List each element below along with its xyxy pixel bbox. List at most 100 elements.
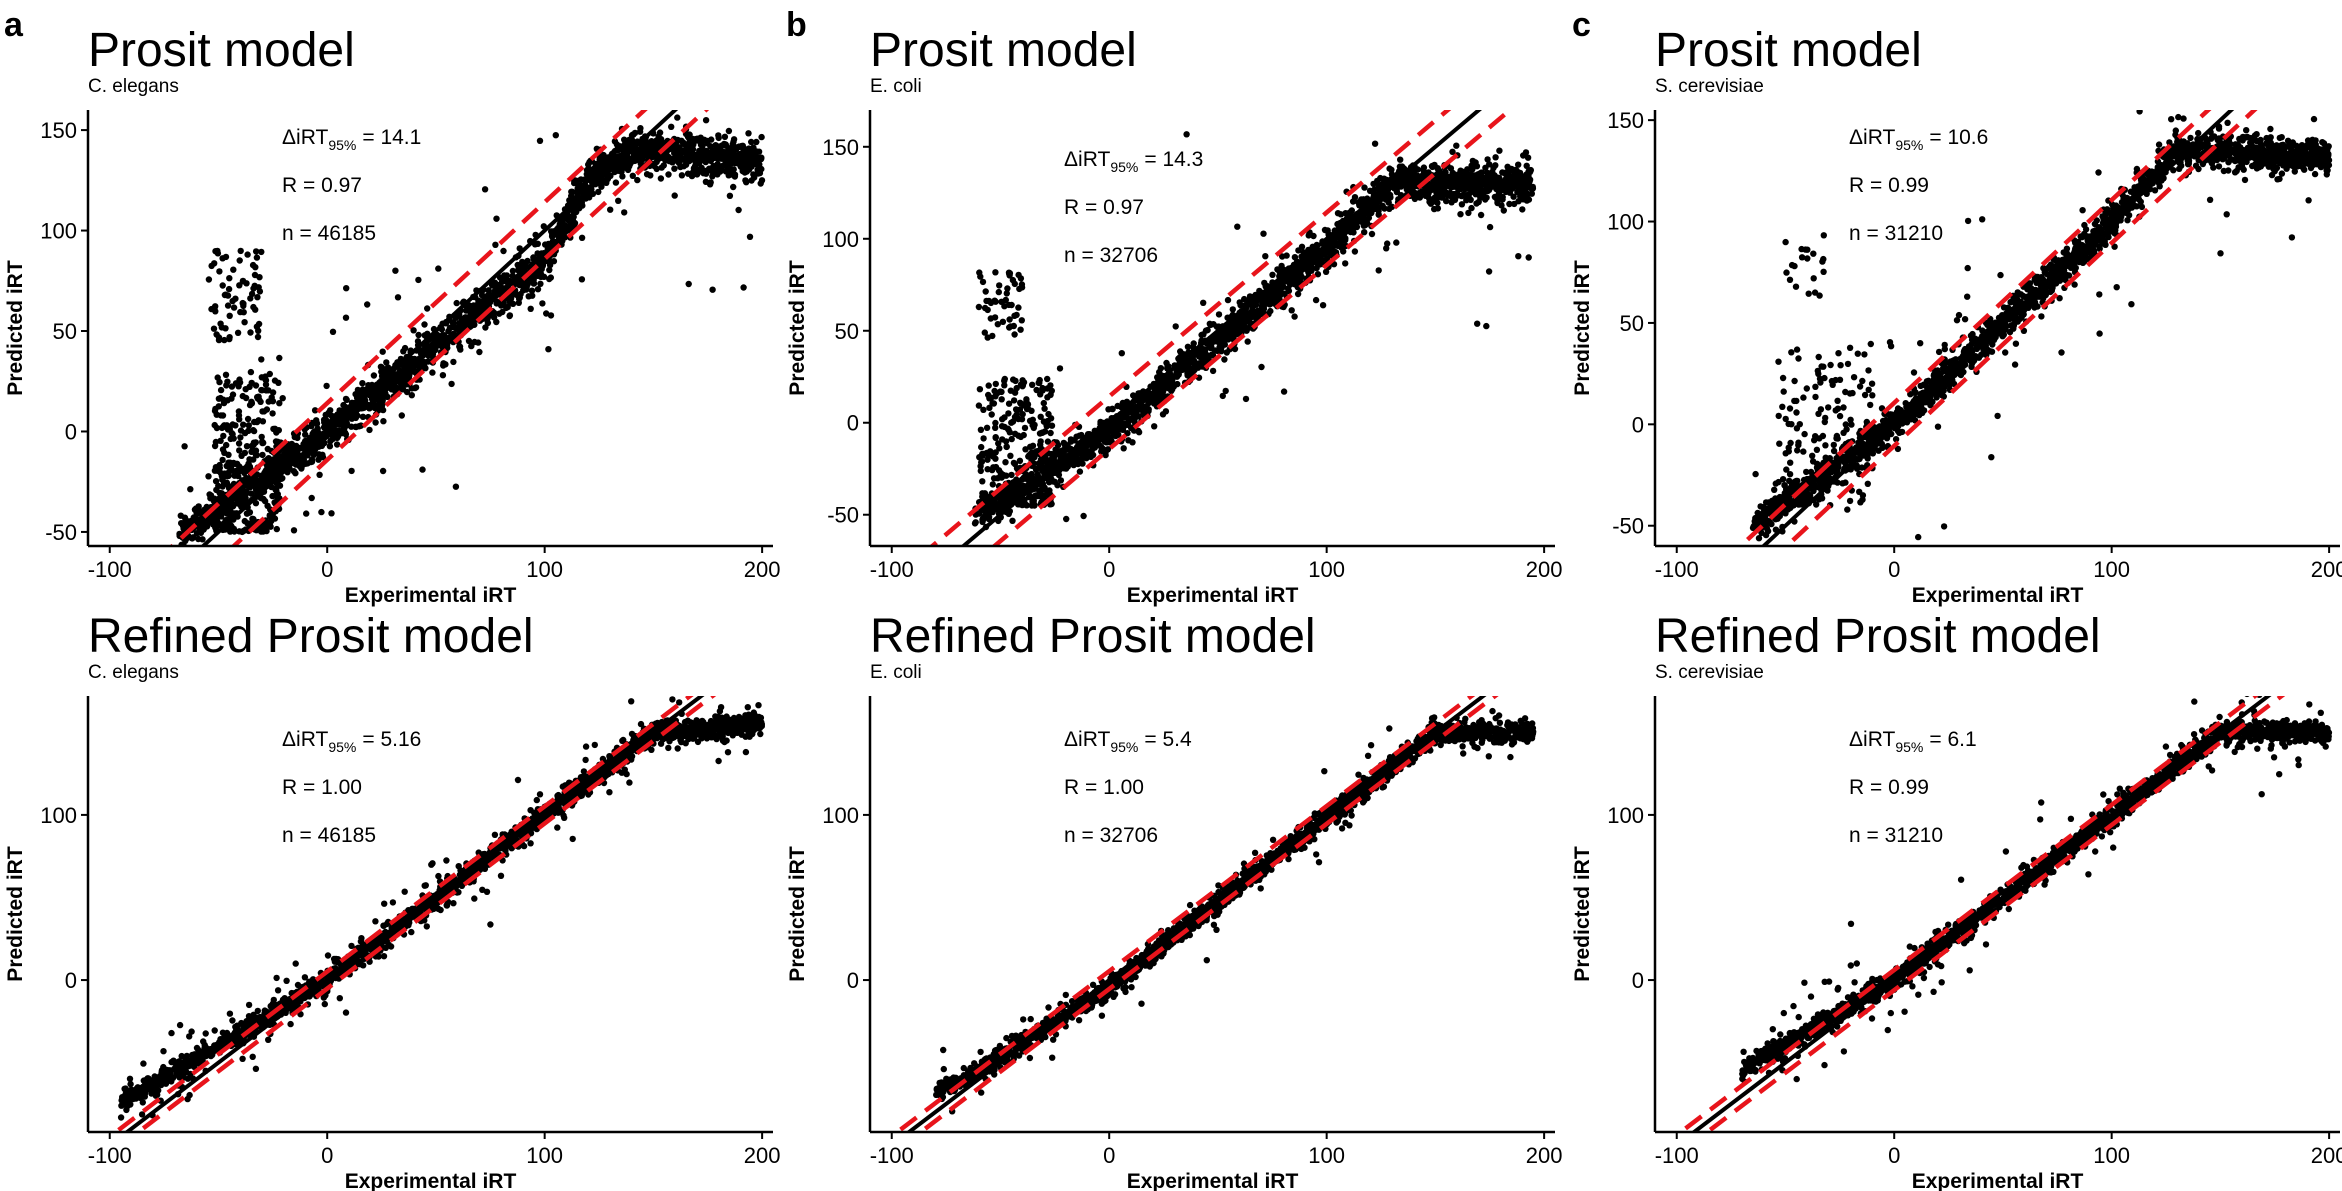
data-point: [485, 287, 492, 294]
data-point: [351, 414, 359, 421]
data-point: [1445, 174, 1452, 181]
data-point: [1047, 429, 1054, 437]
data-point: [1019, 377, 1026, 384]
data-point: [1117, 421, 1124, 428]
data-point: [1208, 343, 1215, 350]
data-point: [981, 507, 988, 514]
data-point: [1018, 317, 1025, 324]
data-point: [1456, 185, 1463, 192]
data-point: [509, 272, 516, 280]
data-point: [1498, 187, 1505, 194]
data-point: [1221, 356, 1228, 363]
data-point: [628, 136, 636, 144]
data-point: [537, 280, 544, 287]
data-point: [702, 117, 710, 124]
data-point: [269, 492, 276, 500]
data-point: [1291, 273, 1298, 280]
data-point: [1034, 471, 1041, 478]
data-point: [532, 270, 539, 277]
data-point: [1439, 174, 1447, 182]
data-point: [270, 425, 277, 433]
data-point: [238, 494, 245, 502]
data-point: [1524, 154, 1532, 161]
data-point: [731, 171, 739, 178]
data-point: [252, 500, 260, 507]
data-point: [300, 460, 308, 467]
data-point: [1080, 512, 1087, 520]
data-point: [379, 400, 386, 408]
data-point: [1168, 387, 1175, 395]
data-point: [546, 266, 553, 274]
data-point: [1040, 494, 1047, 502]
data-point: [222, 325, 229, 332]
data-point: [1448, 180, 1456, 187]
data-point: [235, 440, 243, 447]
data-point: [1472, 191, 1479, 198]
data-point: [1506, 200, 1513, 208]
data-point: [1351, 194, 1359, 201]
data-point: [715, 132, 722, 139]
data-point: [1044, 375, 1051, 383]
data-point: [1523, 162, 1530, 169]
data-point: [1502, 177, 1510, 184]
data-point: [746, 156, 753, 164]
data-point: [568, 188, 575, 195]
data-point: [1362, 209, 1369, 216]
data-point: [1327, 252, 1335, 259]
x-tick-label: 200: [744, 557, 781, 582]
data-point: [1023, 502, 1030, 509]
data-point: [738, 157, 746, 164]
data-point: [757, 156, 765, 163]
data-point: [399, 386, 407, 393]
data-point: [1514, 188, 1521, 196]
data-point: [401, 344, 409, 352]
data-point: [1496, 175, 1503, 183]
data-point: [219, 282, 226, 289]
data-point: [1515, 161, 1522, 168]
delta-irt-prefix: ΔiRT: [282, 126, 328, 149]
data-point: [688, 92, 694, 98]
data-point: [1498, 202, 1505, 209]
data-point: [690, 168, 697, 176]
data-point: [476, 348, 483, 356]
data-point: [364, 301, 371, 308]
data-point: [1427, 200, 1435, 207]
data-point: [690, 151, 697, 159]
data-point: [405, 366, 412, 374]
data-point: [1515, 173, 1523, 180]
data-point: [718, 167, 725, 174]
data-point: [988, 411, 995, 418]
x-axis-label: Experimental iRT: [345, 584, 517, 607]
data-point: [218, 490, 225, 497]
data-point: [316, 471, 323, 478]
data-point: [1231, 345, 1239, 353]
data-point: [1355, 199, 1362, 206]
data-point: [979, 493, 986, 500]
data-point: [1183, 131, 1190, 138]
data-point: [226, 312, 233, 319]
data-point: [252, 382, 260, 389]
data-point: [1105, 406, 1112, 413]
data-point: [999, 318, 1007, 325]
data-point: [752, 155, 760, 162]
data-point: [1140, 396, 1147, 404]
data-point: [989, 481, 996, 488]
data-point: [999, 416, 1006, 423]
data-point: [1340, 236, 1348, 244]
data-point: [210, 325, 218, 332]
data-point: [369, 393, 376, 400]
data-point: [1224, 296, 1232, 304]
data-point: [417, 358, 424, 366]
data-point: [253, 254, 261, 261]
data-point: [312, 445, 319, 453]
data-point: [1222, 387, 1229, 395]
data-point: [1410, 170, 1418, 178]
data-point: [237, 434, 244, 441]
data-point: [980, 406, 987, 413]
data-point: [1009, 418, 1017, 425]
data-point: [248, 398, 255, 405]
data-point: [1484, 156, 1491, 163]
data-point: [1276, 268, 1283, 275]
data-point: [348, 467, 355, 475]
data-point: [752, 150, 759, 157]
